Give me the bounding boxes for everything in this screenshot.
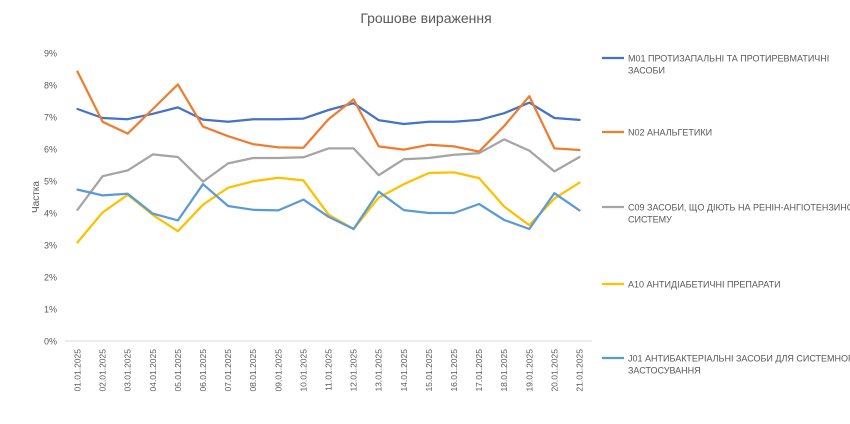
legend-entry-2: N02 АНАЛЬГЕТИКИ: [602, 128, 712, 138]
legend-label: C09 ЗАСОБИ, ЩО ДІЮТЬ НА РЕНІН-АНГІОТЕНЗИ…: [628, 203, 850, 225]
x-tick-label: 03.01.2025: [123, 349, 133, 392]
legend: M01 ПРОТИЗАПАЛЬНІ ТА ПРОТИРЕВМАТИЧНІ ЗАСО…: [602, 54, 850, 376]
legend-label: A10 АНТИДІАБЕТИЧНІ ПРЕПАРАТИ: [628, 280, 781, 290]
series-line-1: [76, 101, 581, 126]
legend-entry-5: J01 АНТИБАКТЕРІАЛЬНІ ЗАСОБИ ДЛЯ СИСТЕМНО…: [602, 354, 850, 376]
y-tick-label: 0%: [44, 337, 57, 347]
x-tick-label: 11.01.2025: [324, 349, 334, 391]
y-tick-label: 7%: [44, 113, 57, 123]
y-axis-label: Частка: [31, 181, 42, 213]
x-tick-label: 21.01.2025: [574, 349, 584, 392]
x-tick-label: 18.01.2025: [499, 349, 509, 392]
x-tick-label: 13.01.2025: [374, 349, 384, 392]
series-line-4: [76, 171, 581, 244]
y-tick-label: 9%: [44, 49, 57, 59]
y-axis-ticks: 0% 1% 2% 3% 4% 5% 6% 7% 8% 9%: [44, 49, 57, 347]
legend-entry-4: A10 АНТИДІАБЕТИЧНІ ПРЕПАРАТИ: [602, 280, 781, 290]
legend-entry-1: M01 ПРОТИЗАПАЛЬНІ ТА ПРОТИРЕВМАТИЧНІ ЗАСО…: [602, 54, 829, 76]
x-axis-ticks: 01.01.2025 02.01.2025 03.01.2025 04.01.2025…: [73, 349, 585, 392]
x-tick-label: 14.01.2025: [399, 349, 409, 392]
series-line-2: [76, 70, 581, 153]
series-line-5: [76, 183, 581, 231]
x-tick-label: 06.01.2025: [198, 349, 208, 392]
x-tick-label: 02.01.2025: [98, 349, 108, 392]
legend-label: N02 АНАЛЬГЕТИКИ: [628, 128, 712, 138]
x-tick-label: 05.01.2025: [173, 349, 183, 392]
y-tick-label: 2%: [44, 273, 57, 283]
x-tick-label: 16.01.2025: [449, 349, 459, 392]
y-tick-label: 3%: [44, 241, 57, 251]
x-tick-label: 07.01.2025: [223, 349, 233, 392]
chart-title: Грошове вираження: [360, 10, 491, 26]
x-tick-label: 15.01.2025: [424, 349, 434, 392]
x-tick-label: 01.01.2025: [73, 349, 83, 392]
x-tick-label: 10.01.2025: [298, 349, 308, 392]
legend-label: M01 ПРОТИЗАПАЛЬНІ ТА ПРОТИРЕВМАТИЧНІ ЗАСО…: [628, 54, 829, 76]
legend-entry-3: C09 ЗАСОБИ, ЩО ДІЮТЬ НА РЕНІН-АНГІОТЕНЗИ…: [602, 203, 850, 225]
y-tick-label: 8%: [44, 81, 57, 91]
x-tick-label: 04.01.2025: [148, 349, 158, 392]
x-tick-label: 08.01.2025: [248, 349, 258, 392]
x-tick-label: 20.01.2025: [549, 349, 559, 392]
y-tick-label: 5%: [44, 177, 57, 187]
y-tick-label: 6%: [44, 145, 57, 155]
series-line-3: [76, 138, 581, 211]
legend-label: J01 АНТИБАКТЕРІАЛЬНІ ЗАСОБИ ДЛЯ СИСТЕМНО…: [628, 354, 850, 376]
y-tick-label: 4%: [44, 209, 57, 219]
x-tick-label: 09.01.2025: [273, 349, 283, 392]
series-layer: [76, 70, 581, 244]
y-tick-label: 1%: [44, 305, 57, 315]
x-tick-label: 17.01.2025: [474, 349, 484, 392]
x-tick-label: 19.01.2025: [524, 349, 534, 392]
x-tick-label: 12.01.2025: [349, 349, 359, 392]
